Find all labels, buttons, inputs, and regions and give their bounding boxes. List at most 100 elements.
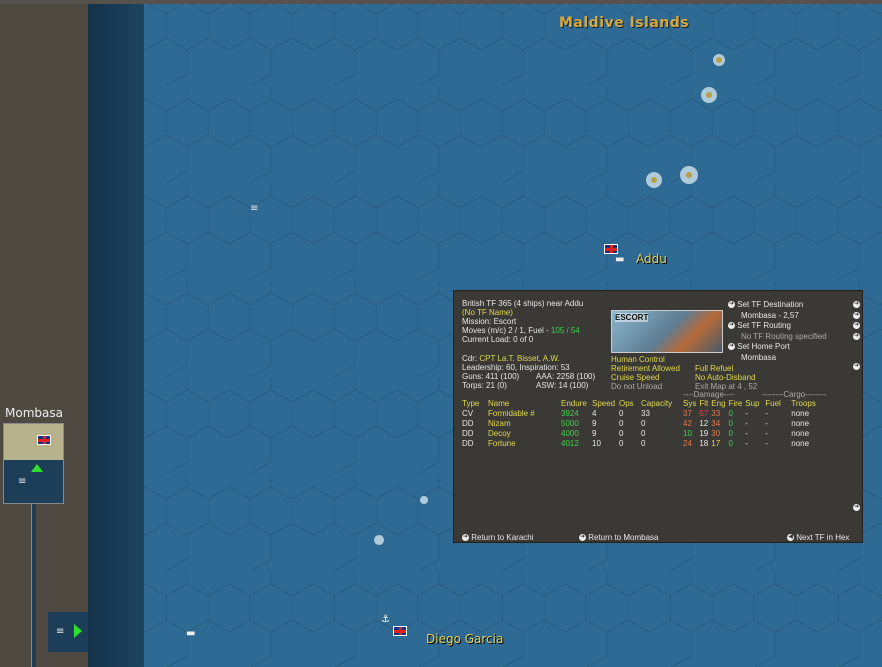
col-eng[interactable]: Eng: [711, 399, 726, 408]
cell-name[interactable]: Decoy: [488, 429, 511, 438]
cell-ops: 0: [619, 419, 624, 428]
cargo-group: --------Cargo--------: [762, 390, 827, 399]
tf-name[interactable]: (No TF Name): [462, 308, 513, 317]
anchor-icon: ⚓: [381, 614, 390, 625]
col-speed[interactable]: Speed: [592, 399, 616, 408]
arrow-icon[interactable]: ➜: [853, 332, 860, 340]
arrow-icon[interactable]: ➜: [728, 343, 735, 351]
cell-fire: 0: [728, 439, 733, 448]
cell-sup: -: [745, 409, 748, 418]
cell-sup: -: [745, 419, 748, 428]
col-troops[interactable]: Troops: [791, 399, 816, 408]
british-flag-icon: [37, 435, 51, 445]
return-mombasa[interactable]: Return to Mombasa: [588, 533, 659, 542]
arrow-icon[interactable]: ➜: [728, 322, 735, 330]
cell-fuel: -: [765, 439, 768, 448]
refuel-toggle[interactable]: Full Refuel: [695, 364, 734, 373]
tf-moves: Moves (m/c) 2 / 1, Fuel -: [462, 326, 551, 335]
cell-sup: -: [745, 439, 748, 448]
green-arrow-icon[interactable]: [74, 624, 82, 638]
return-karachi[interactable]: Return to Karachi: [471, 533, 534, 542]
set-home-port[interactable]: Set Home Port: [737, 342, 790, 351]
arrow-icon[interactable]: ➜: [853, 363, 860, 370]
col-type[interactable]: Type: [462, 399, 480, 408]
col-flt[interactable]: Flt: [699, 399, 709, 408]
cell-eng: 30: [711, 429, 721, 438]
cell-speed: 4: [592, 409, 597, 418]
arrow-icon[interactable]: ➜: [853, 311, 860, 319]
ship-icon[interactable]: ▬: [615, 254, 625, 265]
asw: ASW: 14 (100): [536, 381, 589, 390]
cell-name[interactable]: Nizam: [488, 419, 511, 428]
label-addu[interactable]: Addu: [636, 252, 667, 266]
aaa: AAA: 2258 (100): [536, 372, 596, 381]
arrow-icon[interactable]: ➜: [853, 504, 860, 511]
leadership: Leadership: 60, Inspiration: 53: [462, 363, 570, 372]
green-triangle-icon[interactable]: [31, 464, 43, 472]
cell-type: CV: [462, 409, 474, 418]
cell-ops: 0: [619, 439, 624, 448]
cell-eng: 33: [711, 409, 721, 418]
arrow-icon[interactable]: ➜: [853, 322, 860, 330]
col-fuel[interactable]: Fuel: [765, 399, 781, 408]
tf-info-panel: British TF 365 (4 ships) near Addu (No T…: [453, 290, 863, 543]
cell-troops: none: [791, 429, 810, 438]
river: [31, 504, 36, 667]
arrow-left-icon[interactable]: ◀: [787, 534, 794, 542]
cell-name[interactable]: Fortune: [488, 439, 516, 448]
routing-value: No TF Routing specified: [741, 331, 827, 341]
col-sup[interactable]: Sup: [745, 399, 760, 408]
cell-cap: 0: [641, 419, 646, 428]
cell-cap: 33: [641, 409, 650, 418]
cell-name[interactable]: Formidable #: [488, 409, 535, 418]
ship-icon[interactable]: ≡: [56, 626, 65, 637]
col-name[interactable]: Name: [488, 399, 510, 408]
ship-row[interactable]: DD Nizam 5000 9 0 0 42 12 34 0 - - none: [462, 419, 819, 429]
col-endure[interactable]: Endure: [561, 399, 587, 408]
col-ops[interactable]: Ops: [619, 399, 634, 408]
cell-fuel: -: [765, 409, 768, 418]
arrow-icon[interactable]: ➜: [728, 301, 735, 309]
cell-troops: none: [791, 439, 810, 448]
set-routing[interactable]: Set TF Routing: [737, 321, 791, 330]
arrow-icon[interactable]: ➜: [462, 534, 469, 542]
cell-sys: 10: [683, 429, 692, 438]
col-capacity[interactable]: Capacity: [641, 399, 673, 408]
ship-icon[interactable]: ▬: [186, 628, 196, 639]
cell-endure: 4012: [561, 439, 579, 448]
commander[interactable]: CPT La.T. Bisset, A.W.: [479, 354, 560, 363]
cdr-label: Cdr:: [462, 354, 478, 363]
next-tf[interactable]: Next TF in Hex: [796, 533, 850, 542]
set-destination[interactable]: Set TF Destination: [737, 300, 804, 309]
cell-endure: 5000: [561, 419, 579, 428]
tf-mission[interactable]: Mission: Escort: [462, 317, 517, 326]
retirement-toggle[interactable]: Retirement Allowed: [611, 364, 680, 373]
col-fire[interactable]: Fire: [728, 399, 743, 408]
british-flag-icon[interactable]: [393, 626, 407, 636]
label-diego-garcia[interactable]: Diego Garcia: [426, 632, 504, 646]
ship-icon[interactable]: ≡: [250, 203, 259, 214]
cell-type: DD: [462, 419, 474, 428]
col-sys[interactable]: Sys: [683, 399, 697, 408]
cell-type: DD: [462, 429, 474, 438]
ship-row[interactable]: DD Fortune 4012 10 0 0 24 18 17 0 - - none: [462, 439, 819, 449]
cell-sys: 42: [683, 419, 692, 428]
disband-toggle[interactable]: No Auto-Disband: [695, 373, 756, 382]
unload-toggle[interactable]: Do not Unload: [611, 382, 663, 391]
speed-toggle[interactable]: Cruise Speed: [611, 373, 660, 382]
cell-eng: 17: [711, 439, 721, 448]
ship-table: Type Name Endure Speed Ops Capacity Sys …: [462, 399, 819, 449]
control-toggle[interactable]: Human Control: [611, 355, 665, 364]
cell-endure: 3924: [561, 409, 579, 418]
mombasa-inset[interactable]: ≡: [3, 423, 64, 504]
ship-row[interactable]: DD Decoy 4000 9 0 0 10 19 30 0 - - none: [462, 429, 819, 439]
cell-eng: 34: [711, 419, 721, 428]
arrow-icon[interactable]: ➜: [853, 301, 860, 309]
damage-group: ----Damage----: [683, 390, 735, 399]
exit-map: Exit Map at 4 , 52: [695, 382, 758, 391]
arrow-icon[interactable]: ➜: [579, 534, 586, 542]
exit-box[interactable]: ≡: [48, 612, 88, 652]
ship-icon[interactable]: ≡: [18, 476, 27, 487]
ship-row[interactable]: CV Formidable #3924 4 0 33 37 57 33 0- - none: [462, 409, 819, 419]
british-flag-icon[interactable]: [604, 244, 618, 254]
